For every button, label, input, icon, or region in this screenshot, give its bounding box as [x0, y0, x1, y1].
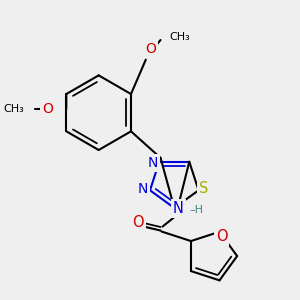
Text: N: N: [147, 156, 158, 170]
Text: –H: –H: [189, 205, 203, 215]
Text: O: O: [132, 215, 144, 230]
Text: O: O: [42, 102, 53, 116]
Text: S: S: [199, 181, 208, 196]
Text: N: N: [138, 182, 148, 196]
Text: N: N: [173, 201, 184, 216]
Text: CH₃: CH₃: [169, 32, 190, 42]
Text: CH₃: CH₃: [3, 104, 24, 114]
Text: O: O: [145, 42, 156, 56]
Text: O: O: [216, 229, 227, 244]
